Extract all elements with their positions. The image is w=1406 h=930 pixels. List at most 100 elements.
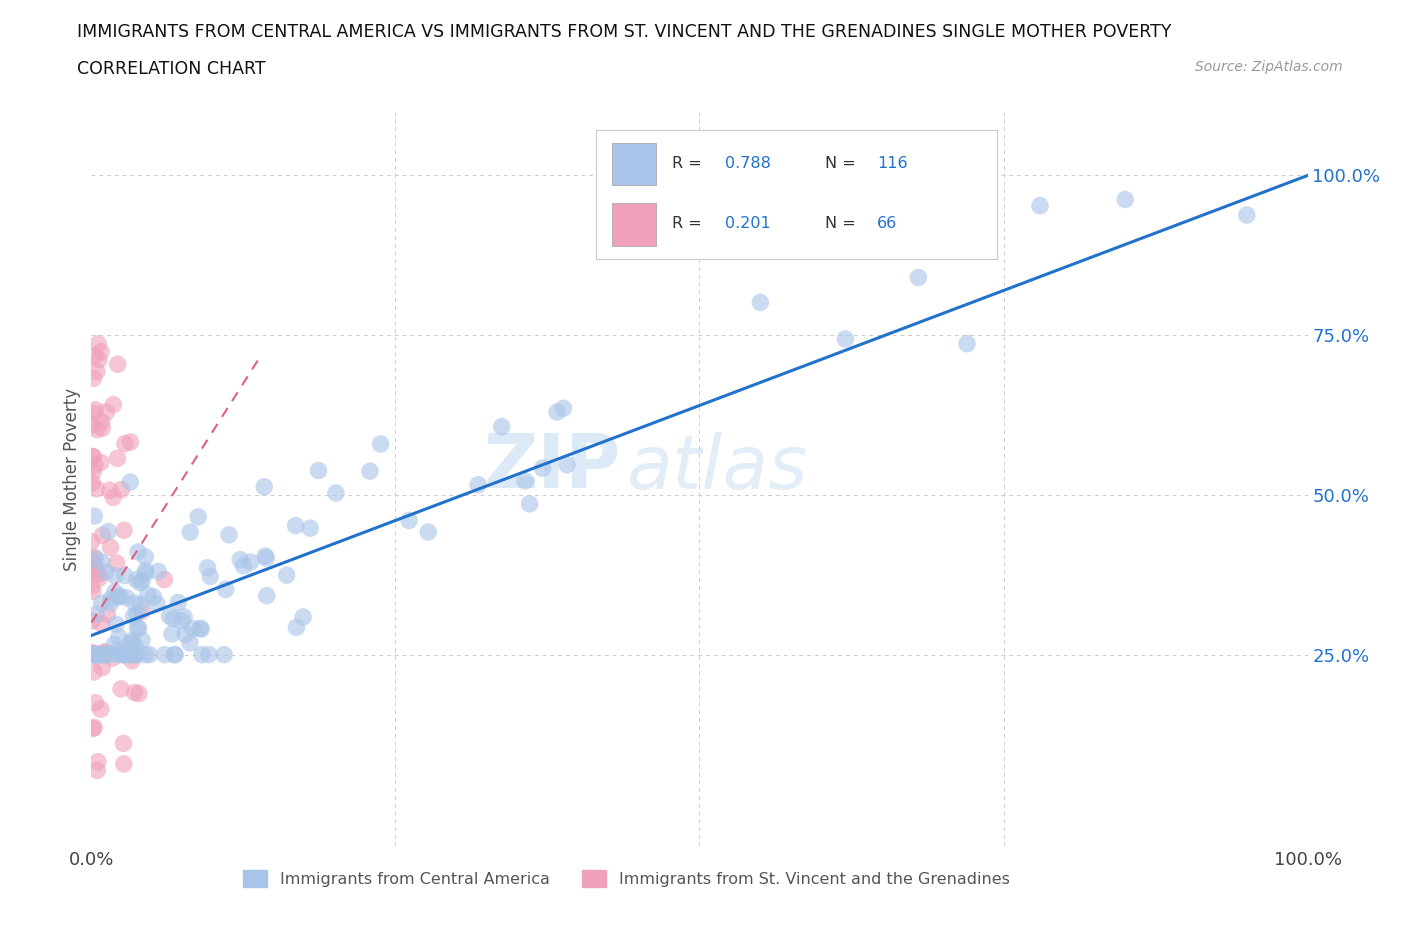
- Point: [86, 647, 108, 662]
- Point: [418, 525, 440, 539]
- Point: [125, 572, 148, 587]
- Point: [103, 397, 125, 412]
- Point: [107, 451, 129, 466]
- Point: [153, 647, 176, 662]
- Point: [87, 647, 110, 662]
- Point: [114, 647, 136, 662]
- Point: [127, 619, 149, 634]
- Point: [96, 607, 118, 622]
- Point: [307, 463, 329, 478]
- Point: [128, 621, 150, 636]
- Point: [131, 573, 153, 588]
- Point: [90, 595, 112, 610]
- Point: [129, 576, 152, 591]
- Point: [276, 567, 298, 582]
- Point: [491, 419, 513, 434]
- Point: [82, 464, 104, 479]
- Point: [83, 550, 105, 565]
- Point: [91, 645, 114, 660]
- Point: [163, 647, 186, 662]
- Point: [215, 582, 238, 597]
- Point: [87, 754, 110, 769]
- Point: [91, 420, 114, 435]
- Point: [100, 540, 122, 555]
- Point: [120, 647, 142, 662]
- Point: [197, 560, 219, 575]
- Point: [253, 479, 276, 494]
- Point: [82, 475, 104, 490]
- Point: [112, 756, 135, 771]
- Point: [80, 534, 103, 549]
- Point: [83, 664, 105, 679]
- Point: [546, 405, 568, 419]
- Point: [87, 352, 110, 367]
- Point: [90, 344, 112, 359]
- Point: [91, 528, 114, 543]
- Point: [370, 436, 392, 451]
- Point: [87, 566, 110, 581]
- Point: [131, 604, 153, 618]
- Point: [108, 630, 131, 644]
- Point: [82, 647, 104, 662]
- Point: [90, 702, 112, 717]
- Point: [87, 337, 110, 352]
- Point: [114, 436, 136, 451]
- Point: [114, 568, 136, 583]
- Point: [555, 458, 578, 472]
- Text: IMMIGRANTS FROM CENTRAL AMERICA VS IMMIGRANTS FROM ST. VINCENT AND THE GRENADINE: IMMIGRANTS FROM CENTRAL AMERICA VS IMMIG…: [77, 23, 1171, 41]
- Point: [120, 647, 142, 662]
- Point: [121, 654, 143, 669]
- Point: [82, 647, 104, 662]
- Point: [125, 647, 148, 662]
- Point: [212, 647, 235, 662]
- Point: [138, 647, 160, 662]
- Point: [114, 646, 136, 661]
- Point: [1114, 192, 1136, 206]
- Point: [83, 720, 105, 735]
- Point: [103, 637, 125, 652]
- Point: [162, 611, 184, 626]
- Point: [254, 551, 277, 565]
- Point: [122, 609, 145, 624]
- Point: [398, 513, 420, 528]
- Point: [98, 483, 121, 498]
- Point: [97, 647, 120, 662]
- Point: [82, 449, 104, 464]
- Point: [86, 364, 108, 379]
- Point: [84, 551, 107, 566]
- Point: [112, 647, 135, 662]
- Point: [173, 609, 195, 624]
- Point: [553, 401, 575, 416]
- Point: [134, 564, 156, 578]
- Point: [188, 621, 211, 636]
- Point: [515, 473, 537, 488]
- Point: [170, 613, 193, 628]
- Point: [80, 645, 103, 660]
- Point: [107, 357, 129, 372]
- Point: [124, 639, 146, 654]
- Point: [100, 596, 122, 611]
- Point: [86, 763, 108, 777]
- Point: [86, 563, 108, 578]
- Point: [112, 523, 135, 538]
- Point: [127, 545, 149, 560]
- Point: [121, 635, 143, 650]
- Point: [108, 589, 131, 604]
- Point: [86, 482, 108, 497]
- Point: [82, 646, 104, 661]
- Point: [86, 422, 108, 437]
- Point: [190, 621, 212, 636]
- Point: [218, 527, 240, 542]
- Legend: Immigrants from Central America, Immigrants from St. Vincent and the Grenadines: Immigrants from Central America, Immigra…: [238, 864, 1017, 894]
- Point: [519, 497, 541, 512]
- Y-axis label: Single Mother Poverty: Single Mother Poverty: [63, 388, 82, 570]
- Point: [124, 647, 146, 662]
- Point: [179, 635, 201, 650]
- Point: [153, 572, 176, 587]
- Point: [254, 549, 277, 564]
- Point: [90, 617, 112, 631]
- Point: [229, 552, 252, 567]
- Point: [82, 449, 104, 464]
- Point: [284, 518, 307, 533]
- Point: [82, 614, 104, 629]
